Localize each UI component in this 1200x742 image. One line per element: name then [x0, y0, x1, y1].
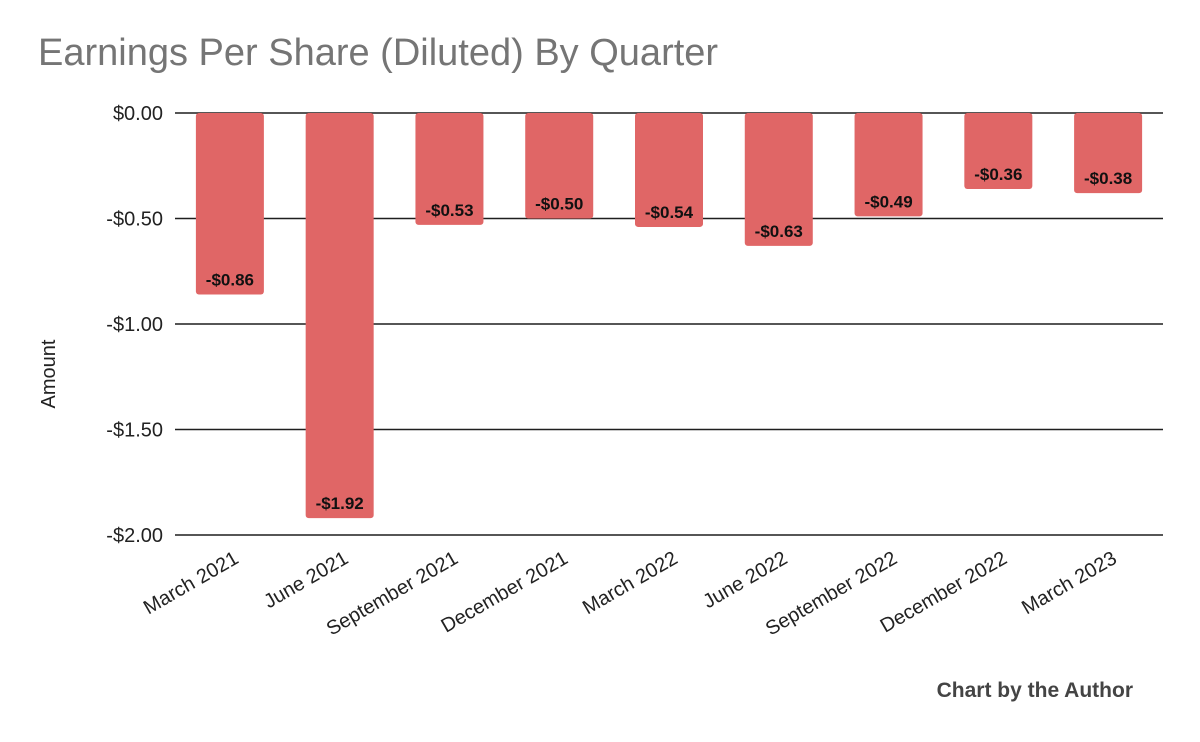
y-tick-label: -$1.00	[106, 314, 163, 336]
x-tick-label: June 2021	[260, 547, 352, 613]
x-tick-label: March 2021	[140, 547, 242, 619]
x-tick-label: March 2022	[579, 547, 681, 619]
y-axis-label: Amount	[38, 339, 60, 408]
bar-value-label: -$1.92	[316, 494, 364, 513]
bar	[1074, 113, 1143, 194]
bar-value-label: -$0.53	[425, 201, 473, 220]
bar	[635, 113, 703, 227]
chart-credit: Chart by the Author	[936, 679, 1133, 702]
bar-value-label: -$0.86	[206, 270, 254, 289]
bar	[195, 113, 264, 295]
bar-value-label: -$0.49	[864, 192, 912, 211]
bar	[305, 113, 374, 519]
chart-title: Earnings Per Share (Diluted) By Quarter	[38, 32, 719, 74]
x-tick-label: March 2023	[1018, 547, 1120, 619]
bar	[964, 113, 1033, 189]
y-tick-label: $0.00	[113, 103, 163, 125]
bar-value-label: -$0.38	[1084, 169, 1132, 188]
y-tick-label: -$1.50	[106, 420, 163, 442]
x-tick-label: June 2022	[699, 547, 791, 613]
bar	[744, 113, 813, 246]
bar-value-label: -$0.63	[755, 222, 803, 241]
bar-value-label: -$0.36	[974, 165, 1022, 184]
y-tick-label: -$2.00	[106, 525, 163, 547]
bar	[525, 113, 594, 219]
bar-value-label: -$0.54	[645, 203, 694, 222]
bar	[415, 113, 484, 225]
bar-value-label: -$0.50	[535, 195, 583, 214]
bar	[854, 113, 923, 217]
y-tick-label: -$0.50	[106, 209, 163, 231]
